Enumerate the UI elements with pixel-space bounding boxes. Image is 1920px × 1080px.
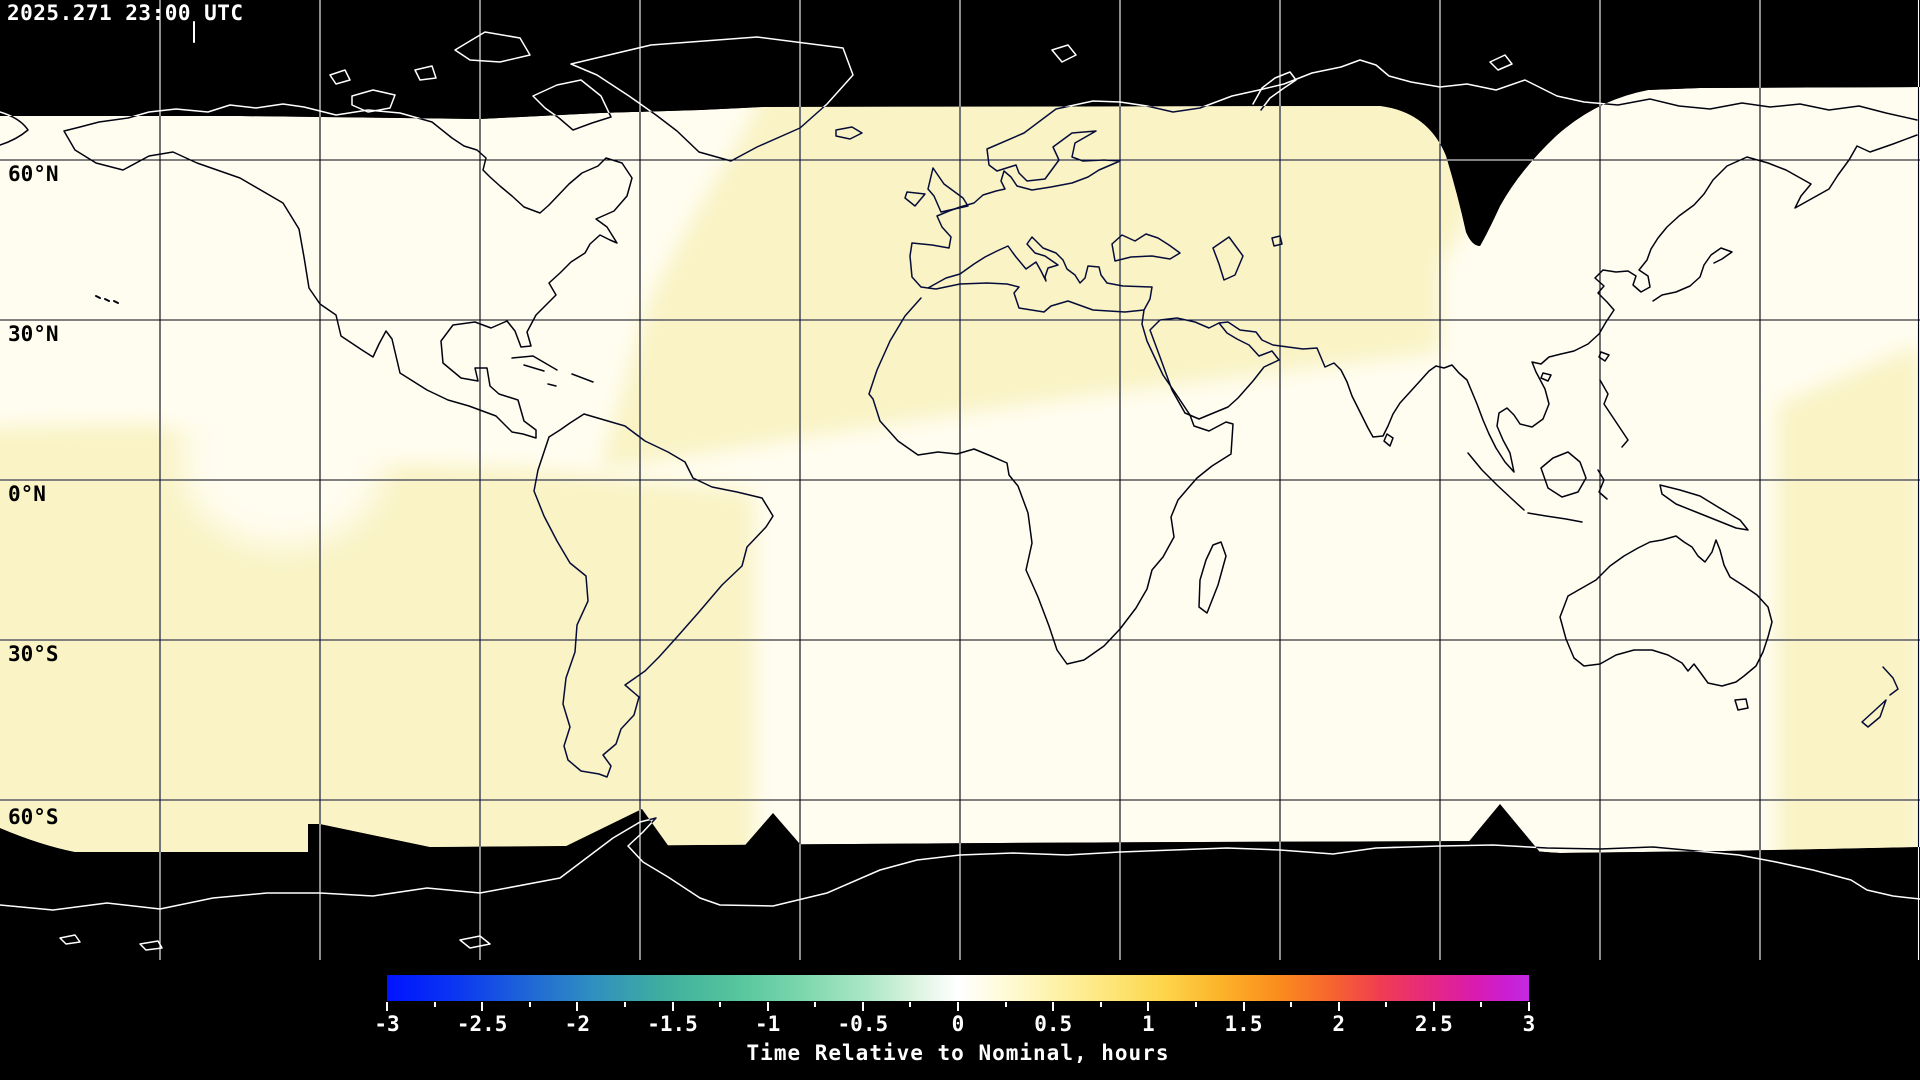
coastline-philippines xyxy=(1599,379,1629,448)
colorbar-major-tick xyxy=(386,1002,388,1011)
coastline-taiwan-hainan-srilanka xyxy=(1383,351,1610,447)
hawaii-islands xyxy=(95,295,119,304)
colorbar-minor-tick xyxy=(719,1002,722,1007)
plus-offset-region-southwest xyxy=(0,424,754,853)
colorbar-minor-tick xyxy=(1480,1002,1483,1007)
graticule-and-coastlines xyxy=(0,0,1920,960)
latitude-label-30s: 30°S xyxy=(8,642,59,666)
timestamp: 2025.271 23:00 UTC xyxy=(7,1,244,25)
colorbar-minor-tick xyxy=(1385,1002,1388,1007)
colorbar-gradient xyxy=(387,975,1529,1001)
colorbar-tick-label: -1 xyxy=(755,1012,781,1036)
colorbar-tick-label: 3 xyxy=(1522,1012,1536,1036)
colorbar-tick-label: 2.5 xyxy=(1414,1012,1453,1036)
colorbar-minor-tick xyxy=(909,1002,912,1007)
no-data-southern-bumps xyxy=(556,804,1544,857)
coastline-antarctica xyxy=(0,817,1920,951)
colorbar-tick-label: -1.5 xyxy=(647,1012,698,1036)
colorbar-major-tick xyxy=(576,1002,579,1011)
coastlines xyxy=(0,21,1920,951)
colorbar-tick-label: 2 xyxy=(1332,1012,1345,1036)
coastline-indonesia xyxy=(1467,451,1749,531)
coastline-japan xyxy=(1652,247,1733,302)
colorbar-major-tick xyxy=(1052,1002,1055,1011)
colorbar-tick-label: -2 xyxy=(564,1012,590,1036)
colorbar-tick-label: 1 xyxy=(1142,1012,1155,1036)
coastline-arabia xyxy=(1149,317,1280,420)
coastline-madagascar xyxy=(1198,541,1227,614)
coastline-europe-africa xyxy=(868,100,1234,665)
colorbar-major-tick xyxy=(671,1002,674,1011)
colorbar-minor-tick xyxy=(1194,1002,1197,1007)
colorbar-minor-tick xyxy=(1099,1002,1102,1007)
no-data-bump-peninsula xyxy=(556,809,672,851)
colorbar-legend: -3 -2.5 -2 -1.5 -1 -0.5 0 0.5 1 1.5 2 2.… xyxy=(0,960,1920,1080)
coastline-south-america xyxy=(533,413,774,778)
colorbar-tick-label: 0.5 xyxy=(1034,1012,1073,1036)
nominal-patch-caribbean xyxy=(181,371,385,547)
coastline-arctic-islands xyxy=(329,31,1513,131)
colorbar-minor-tick xyxy=(1004,1002,1007,1007)
map-canvas xyxy=(0,0,1920,960)
colorbar-tick-label: 0 xyxy=(951,1012,965,1036)
latitude-label-60n: 60°N xyxy=(8,162,59,186)
colorbar-ticks xyxy=(386,1002,1530,1012)
latitude-label-60s: 60°S xyxy=(8,805,59,829)
colorbar-title: Time Relative to Nominal, hours xyxy=(746,1041,1170,1065)
world-map: 60°N 30°N 0°N 30°S 60°S xyxy=(0,0,1920,960)
colorbar-tick-label: -3 xyxy=(374,1012,400,1036)
coastline-asia xyxy=(1119,59,1918,473)
colorbar-major-tick xyxy=(861,1002,864,1011)
colorbar-minor-tick xyxy=(528,1002,531,1007)
colorbar-minor-tick xyxy=(433,1002,436,1007)
coastline-new-zealand xyxy=(1861,666,1899,728)
colorbar-major-tick xyxy=(481,1002,484,1011)
colorbar-major-tick xyxy=(1432,1002,1435,1011)
coastline-greenland xyxy=(570,36,854,162)
colorbar-major-tick xyxy=(1147,1002,1150,1011)
coastline-north-america xyxy=(63,103,633,439)
colorbar-minor-tick xyxy=(623,1002,626,1007)
coastline-australia xyxy=(1559,535,1773,711)
colorbar-major-tick xyxy=(1528,1002,1530,1011)
colorbar-tick-labels: -3 -2.5 -2 -1.5 -1 -0.5 0 0.5 1 1.5 2 2.… xyxy=(374,1012,1535,1036)
colorbar-tick-label: -2.5 xyxy=(456,1012,508,1036)
colorbar-major-tick xyxy=(957,1002,959,1011)
latitude-label-30n: 30°N xyxy=(8,322,59,346)
no-data-bump-atlantic xyxy=(740,813,806,851)
no-data-bump-indian xyxy=(1456,804,1544,857)
coastline-caspian-aral xyxy=(1212,235,1283,281)
colorbar-minor-tick xyxy=(1290,1002,1293,1007)
plus-offset-region-east-edge xyxy=(1778,345,1920,853)
colorbar-major-tick xyxy=(1242,1002,1245,1011)
colorbar-tick-label: -0.5 xyxy=(837,1012,889,1036)
coastline-caribbean-islands xyxy=(511,355,594,387)
colorbar-minor-tick xyxy=(814,1002,817,1007)
coastline-chukotka-west-edge xyxy=(0,111,29,146)
plus-offset-region-europe xyxy=(600,87,1484,470)
coastline-iceland xyxy=(835,126,863,140)
latitude-label-0n: 0°N xyxy=(8,482,46,506)
colorbar-major-tick xyxy=(1337,1002,1340,1011)
coastline-black-sea xyxy=(1111,233,1181,262)
colorbar-major-tick xyxy=(766,1002,769,1011)
colorbar-tick-label: 1.5 xyxy=(1224,1012,1263,1036)
graticule xyxy=(0,0,1920,960)
